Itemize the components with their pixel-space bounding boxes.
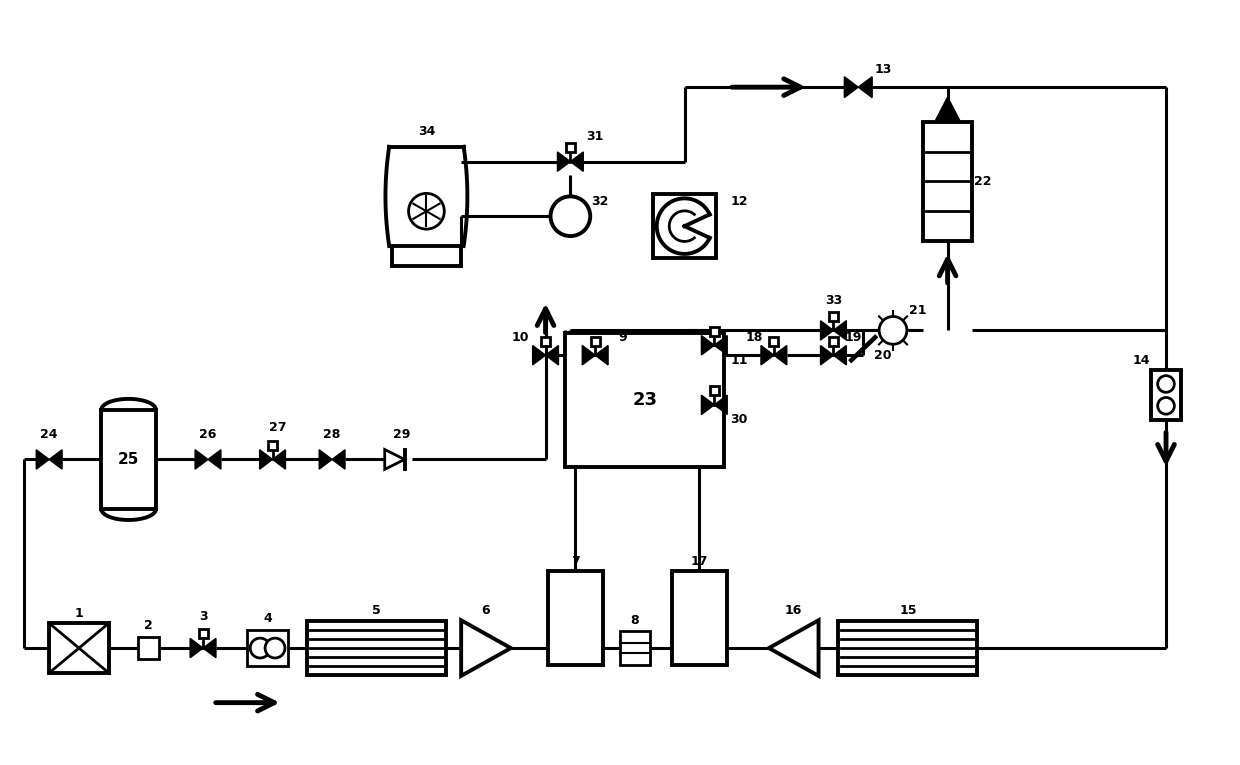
Polygon shape <box>384 450 404 470</box>
Circle shape <box>1158 376 1174 392</box>
Circle shape <box>250 638 270 658</box>
Bar <box>247 630 289 666</box>
Bar <box>923 122 972 241</box>
Polygon shape <box>844 76 858 98</box>
Bar <box>392 246 461 266</box>
Text: 26: 26 <box>200 428 217 441</box>
Polygon shape <box>570 152 583 171</box>
Text: 2: 2 <box>144 619 153 632</box>
Polygon shape <box>833 346 847 365</box>
Polygon shape <box>332 450 345 469</box>
Circle shape <box>551 197 590 236</box>
Text: 8: 8 <box>631 614 639 627</box>
Text: 5: 5 <box>372 604 381 617</box>
Bar <box>709 327 719 336</box>
Text: 9: 9 <box>619 330 627 343</box>
Bar <box>541 337 551 346</box>
Text: 21: 21 <box>909 304 926 317</box>
Text: 28: 28 <box>324 428 341 441</box>
Text: 31: 31 <box>587 130 604 143</box>
Circle shape <box>408 194 444 230</box>
Text: 11: 11 <box>730 353 748 366</box>
Polygon shape <box>461 620 511 675</box>
Bar <box>565 143 575 152</box>
Polygon shape <box>714 396 727 415</box>
Text: 7: 7 <box>570 555 580 568</box>
Text: 32: 32 <box>591 195 609 208</box>
Polygon shape <box>36 450 50 469</box>
Polygon shape <box>319 450 332 469</box>
Circle shape <box>265 638 285 658</box>
Bar <box>838 620 977 675</box>
Polygon shape <box>583 346 595 365</box>
Text: 13: 13 <box>874 63 892 76</box>
Bar <box>50 623 109 673</box>
Text: 6: 6 <box>481 604 490 617</box>
Polygon shape <box>821 346 833 365</box>
Polygon shape <box>935 97 961 122</box>
Polygon shape <box>259 450 273 469</box>
Bar <box>565 333 724 467</box>
Text: 24: 24 <box>41 428 58 441</box>
Text: 15: 15 <box>899 604 916 617</box>
Polygon shape <box>821 321 833 340</box>
Text: 19: 19 <box>844 330 862 343</box>
Polygon shape <box>195 450 208 469</box>
Text: 14: 14 <box>1132 353 1149 366</box>
Polygon shape <box>702 336 714 355</box>
Text: 25: 25 <box>118 452 139 467</box>
Bar <box>268 441 277 450</box>
Text: 16: 16 <box>785 604 802 617</box>
Text: 18: 18 <box>745 330 763 343</box>
Bar <box>308 620 446 675</box>
Text: 34: 34 <box>418 125 435 138</box>
Polygon shape <box>558 152 570 171</box>
Polygon shape <box>190 638 203 658</box>
Polygon shape <box>50 450 62 469</box>
Bar <box>830 312 838 321</box>
Text: 1: 1 <box>74 607 83 620</box>
Text: 29: 29 <box>393 428 410 441</box>
Text: 17: 17 <box>691 555 708 568</box>
Bar <box>830 337 838 346</box>
Polygon shape <box>769 620 818 675</box>
Bar <box>709 386 719 396</box>
Polygon shape <box>203 638 216 658</box>
Bar <box>672 571 727 666</box>
Circle shape <box>879 317 906 344</box>
Bar <box>138 637 160 659</box>
Text: 27: 27 <box>269 422 286 435</box>
Polygon shape <box>833 321 847 340</box>
Bar <box>590 337 600 346</box>
Polygon shape <box>714 336 727 355</box>
Text: 30: 30 <box>730 413 748 426</box>
Polygon shape <box>273 450 285 469</box>
Polygon shape <box>208 450 221 469</box>
Bar <box>548 571 603 666</box>
Polygon shape <box>761 346 774 365</box>
Bar <box>198 630 207 638</box>
Polygon shape <box>774 346 786 365</box>
Text: 33: 33 <box>825 294 842 307</box>
Polygon shape <box>546 346 558 365</box>
Polygon shape <box>533 346 546 365</box>
Polygon shape <box>858 76 872 98</box>
Text: 22: 22 <box>973 175 991 188</box>
Bar <box>769 337 779 346</box>
Text: 10: 10 <box>512 330 529 343</box>
Bar <box>1151 370 1180 420</box>
Polygon shape <box>702 396 714 415</box>
Bar <box>620 630 650 666</box>
Bar <box>102 410 156 509</box>
Text: 12: 12 <box>730 195 748 208</box>
Text: 23: 23 <box>632 391 657 409</box>
Text: 3: 3 <box>198 610 207 623</box>
Polygon shape <box>595 346 608 365</box>
Text: 4: 4 <box>263 612 272 625</box>
Circle shape <box>1158 398 1174 414</box>
Text: 20: 20 <box>874 349 892 362</box>
Bar <box>652 194 717 258</box>
